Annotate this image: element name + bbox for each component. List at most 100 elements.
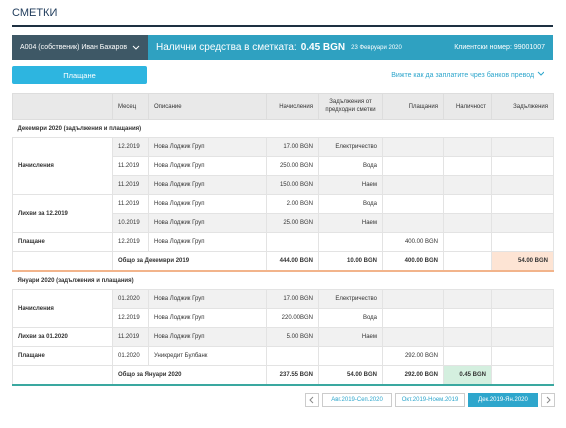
cell <box>382 327 444 347</box>
cell: Електричество <box>318 137 383 157</box>
total-cell: 54.00 BGN <box>491 251 554 272</box>
cell: 5.00 BGN <box>266 327 319 347</box>
balance: 0.45 BGN <box>300 42 346 53</box>
cell: Наем <box>318 327 383 347</box>
cell <box>491 194 554 214</box>
cell: 12.2019 <box>112 232 149 252</box>
pager-arrow[interactable] <box>541 393 555 407</box>
total-cell: 10.00 BGN <box>318 251 383 272</box>
cell: Нова Лоджик Груп <box>148 194 267 214</box>
account-name: А004 (собственик) Иван Бахаров <box>20 44 128 51</box>
cell <box>443 327 492 347</box>
total-cell: 400.00 BGN <box>382 251 444 272</box>
cell: 11.2019 <box>112 156 149 176</box>
cell <box>491 137 554 157</box>
cell <box>382 175 444 195</box>
cell: 250.00 BGN <box>266 156 319 176</box>
cell <box>266 346 319 366</box>
data-row: Лихви за 12.2019 11.2019 Нова Лоджик Груп 2… <box>12 194 554 233</box>
balance-label: Налични средства в сметката: <box>156 42 297 53</box>
cell: Вода <box>318 308 383 328</box>
table-body: Декември 2020 (задължения и плащания) Нач… <box>12 119 554 386</box>
cell: Уникредит Булбанк <box>148 346 267 366</box>
header-cell <box>12 93 113 120</box>
cell <box>491 156 554 176</box>
title-rule <box>12 25 553 27</box>
section-row: Декември 2020 (задължения и плащания) <box>12 119 554 138</box>
pager-arrow[interactable] <box>305 393 319 407</box>
total-row: Общо за Декември 2019 444.00 BGN 10.00 BGN… <box>12 251 554 272</box>
cell <box>266 232 319 252</box>
column-header: Наличност <box>443 93 492 120</box>
cell: Нова Лоджик Груп <box>148 137 267 157</box>
cell: 12.2019 <box>112 137 149 157</box>
chevron <box>537 71 545 76</box>
cell <box>443 308 492 328</box>
cell: 25.00 BGN <box>266 213 319 233</box>
pay-button[interactable]: Плащане <box>12 66 147 84</box>
column-header: Плащания <box>382 93 444 120</box>
section-title: Януари 2020 (задължения и плащания) <box>12 270 554 290</box>
cell <box>491 308 554 328</box>
cell: 2.00 BGN <box>266 194 319 214</box>
group-label: Начисления <box>12 289 113 328</box>
page-button[interactable]: Окт.2019-Ноем.2019 <box>395 393 465 407</box>
arrow-icon <box>309 396 314 404</box>
group-label: Лихви за 12.2019 <box>12 194 113 233</box>
column-header: Месец <box>112 93 149 120</box>
cell <box>318 346 383 366</box>
cell: 17.00 BGN <box>266 137 319 157</box>
cell: 11.2019 <box>112 194 149 214</box>
section-title: Декември 2020 (задължения и плащания) <box>12 119 554 138</box>
total-cell <box>443 251 492 272</box>
cell: 220.00BGN <box>266 308 319 328</box>
page-title: СМЕТКИ <box>12 7 58 19</box>
cell: Нова Лоджик Груп <box>148 289 267 309</box>
cell <box>491 213 554 233</box>
cell: Нова Лоджик Груп <box>148 308 267 328</box>
cell: 01.2020 <box>112 346 149 366</box>
cell <box>443 289 492 309</box>
column-header: Описание <box>148 93 267 120</box>
link-text: Вижте как да заплатите чрез банков прево… <box>391 72 535 79</box>
page-button[interactable]: Авг.2019-Сеп.2020 <box>322 393 392 407</box>
group-label: Начисления <box>12 137 113 195</box>
cell: Нова Лоджик Груп <box>148 232 267 252</box>
cell: Нова Лоджик Груп <box>148 156 267 176</box>
chevron <box>132 45 140 50</box>
cell: 01.2020 <box>112 289 149 309</box>
cell: Наем <box>318 213 383 233</box>
column-header: Задължения от предходни сметки <box>318 93 383 120</box>
cell: 11.2019 <box>112 175 149 195</box>
cell: Нова Лоджик Груп <box>148 175 267 195</box>
cell <box>443 194 492 214</box>
pagination: Авг.2019-Сеп.2020 Окт.2019-Ноем.2019 Дек.2… <box>305 393 555 407</box>
cell: Електричество <box>318 289 383 309</box>
total-label: Общо за Януари 2020 <box>112 365 267 386</box>
data-row: Плащане 01.2020 Уникредит Булбанк 292.00 BG… <box>12 346 554 366</box>
cell: Вода <box>318 156 383 176</box>
cell <box>491 289 554 309</box>
cell <box>491 346 554 366</box>
cell <box>443 156 492 176</box>
data-row: 11.2019 Нова Лоджик Груп 250.00 BGN Вода <box>13 156 554 176</box>
cell <box>443 213 492 233</box>
cell <box>12 251 113 272</box>
cell <box>491 175 554 195</box>
account-selector[interactable]: А004 (собственик) Иван Бахаров <box>12 35 148 60</box>
cell: Нова Лоджик Груп <box>148 213 267 233</box>
cell <box>382 289 444 309</box>
column-header: Задължения <box>491 93 554 120</box>
bank-transfer-link[interactable]: Вижте как да заплатите чрез банков прево… <box>391 71 545 79</box>
cell <box>443 175 492 195</box>
cell: Нова Лоджик Груп <box>148 327 267 347</box>
cell <box>443 137 492 157</box>
data-row: Начисления 01.2020 Нова Лоджик Груп 17.00 B… <box>12 289 554 328</box>
cell: 150.00 BGN <box>266 175 319 195</box>
total-cell: 444.00 BGN <box>266 251 319 272</box>
cell <box>443 232 492 252</box>
arrow-icon <box>546 396 551 404</box>
page-button[interactable]: Дек.2019-Ян.2020 <box>468 393 538 407</box>
cell: 12.2019 <box>112 308 149 328</box>
